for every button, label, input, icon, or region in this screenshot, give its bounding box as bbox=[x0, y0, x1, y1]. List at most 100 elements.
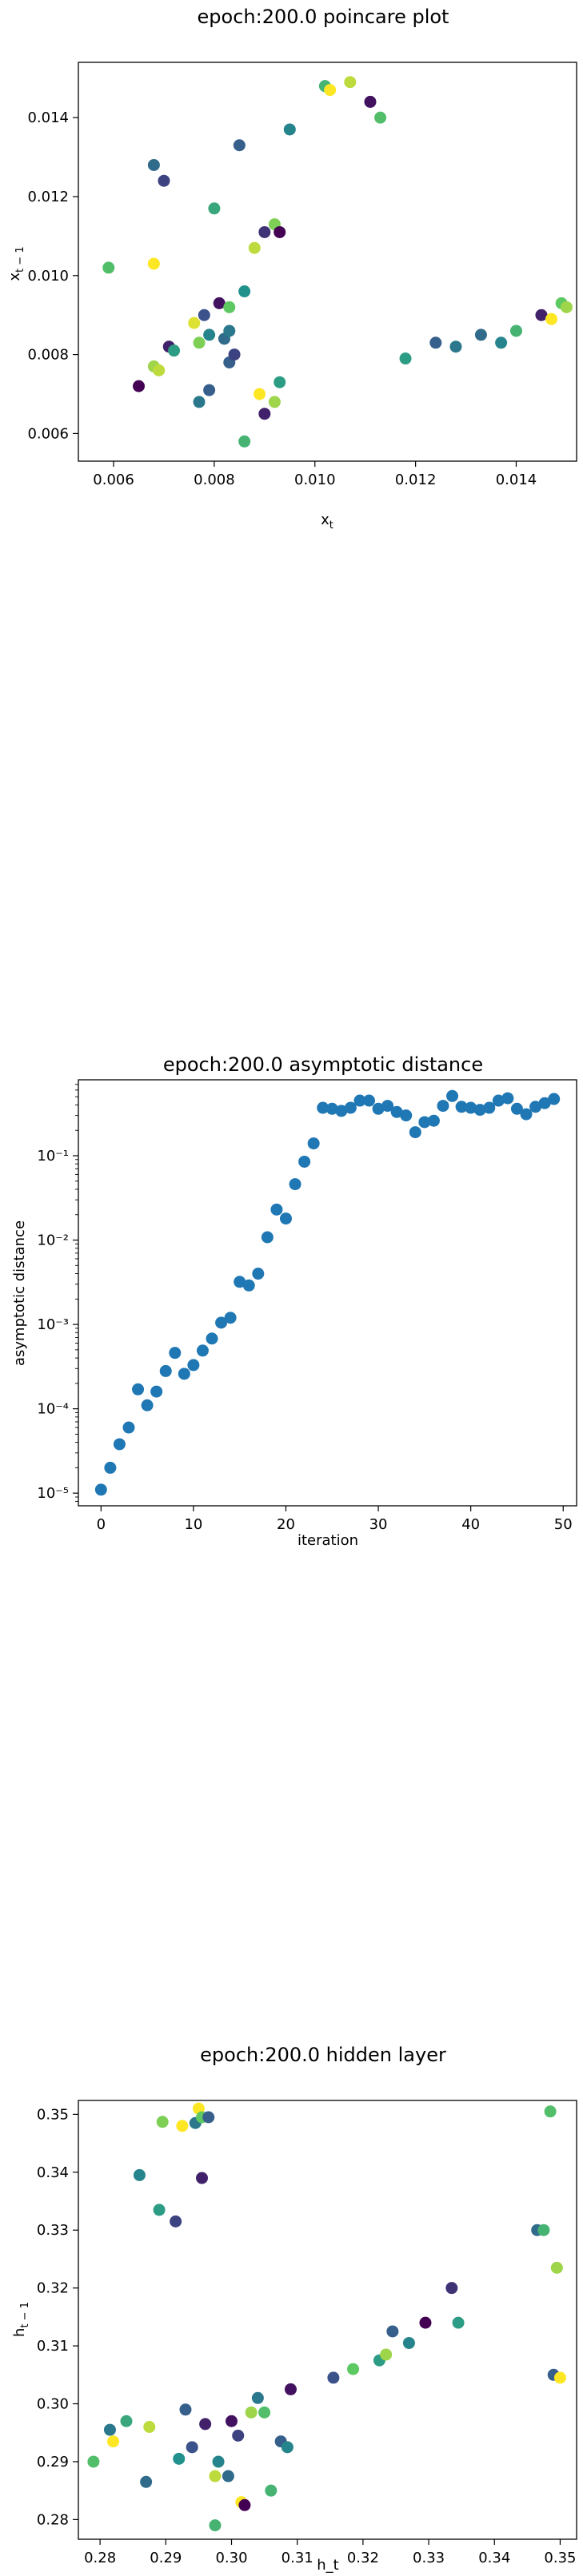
scatter-point bbox=[94, 1483, 107, 1496]
scatter-point bbox=[133, 380, 146, 392]
scatter-point bbox=[143, 2420, 156, 2433]
scatter-point bbox=[153, 2204, 166, 2216]
asymptotic-distance-ticks: 0 10 20 30 40 50 10⁻⁵ 10⁻⁴ 10⁻³ 10⁻² 10⁻¹ bbox=[37, 1084, 573, 1533]
poincare-plot-chart: epoch:200.0 poincare plot 0.006 0.008 0.01… bbox=[6, 6, 577, 532]
hidden-layer-frame bbox=[78, 2100, 577, 2540]
x-tick-label: 10 bbox=[184, 1516, 202, 1533]
scatter-point bbox=[289, 1178, 301, 1191]
scatter-point bbox=[325, 1102, 338, 1115]
scatter-point bbox=[437, 1100, 449, 1113]
y-tick-label: 10⁻² bbox=[37, 1232, 69, 1249]
scatter-point bbox=[258, 408, 271, 420]
scatter-point bbox=[206, 1332, 218, 1345]
y-tick-label: 10⁻³ bbox=[37, 1316, 69, 1333]
scatter-point bbox=[409, 1126, 421, 1139]
scatter-point bbox=[168, 344, 181, 357]
scatter-point bbox=[327, 2371, 340, 2384]
x-tick-label: 0.30 bbox=[215, 2550, 247, 2566]
scatter-point bbox=[213, 297, 226, 309]
asymptotic-distance-chart: epoch:200.0 asymptotic distance 0 10 20 30 4… bbox=[11, 1053, 577, 1549]
scatter-point bbox=[193, 396, 206, 408]
y-tick-label: 0.34 bbox=[37, 2164, 69, 2181]
scatter-point bbox=[380, 2348, 393, 2361]
x-tick-label: 0.28 bbox=[84, 2550, 116, 2566]
y-tick-label: 0.30 bbox=[37, 2396, 69, 2413]
scatter-point bbox=[208, 202, 221, 215]
x-tick-label: 0.006 bbox=[93, 472, 134, 488]
hidden-layer-ticks: 0.28 0.29 0.30 0.31 0.32 0.33 0.34 0.35 0.28 0.29… bbox=[37, 2106, 577, 2566]
scatter-point bbox=[344, 1101, 357, 1114]
hidden-layer-xlabel: h_t bbox=[317, 2557, 338, 2574]
x-tick-label: 0.35 bbox=[544, 2550, 576, 2566]
scatter-point bbox=[324, 84, 337, 97]
scatter-point bbox=[386, 2325, 399, 2338]
scatter-point bbox=[238, 435, 251, 448]
scatter-point bbox=[113, 1438, 126, 1451]
x-tick-label: 0.32 bbox=[347, 2550, 379, 2566]
scatter-point bbox=[446, 1089, 459, 1102]
y-tick-label: 0.28 bbox=[37, 2511, 69, 2528]
scatter-point bbox=[187, 1359, 200, 1372]
x-tick-label: 20 bbox=[277, 1516, 295, 1533]
scatter-point bbox=[212, 2455, 225, 2468]
scatter-point bbox=[199, 2418, 212, 2431]
scatter-point bbox=[245, 2406, 258, 2419]
scatter-point bbox=[535, 309, 548, 321]
x-tick-label: 0.008 bbox=[194, 472, 235, 488]
scatter-point bbox=[473, 1104, 486, 1117]
poincare-plot-frame bbox=[78, 62, 577, 462]
scatter-point bbox=[104, 1461, 117, 1474]
scatter-point bbox=[238, 285, 251, 298]
scatter-point bbox=[203, 384, 216, 396]
scatter-point bbox=[103, 2423, 116, 2436]
scatter-point bbox=[509, 324, 522, 337]
scatter-point bbox=[283, 123, 296, 136]
scatter-point bbox=[501, 1092, 514, 1105]
scatter-point bbox=[156, 2116, 169, 2128]
scatter-point bbox=[258, 2406, 271, 2419]
hidden-layer-title: epoch:200.0 hidden layer bbox=[200, 2044, 446, 2066]
scatter-point bbox=[203, 328, 216, 341]
hidden-layer-points bbox=[87, 2102, 566, 2532]
scatter-point bbox=[279, 1212, 292, 1225]
scatter-point bbox=[298, 1155, 311, 1168]
y-tick-label: 0.33 bbox=[37, 2222, 69, 2239]
scatter-point bbox=[141, 1399, 154, 1411]
scatter-point bbox=[418, 1116, 431, 1129]
scatter-point bbox=[159, 1364, 172, 1377]
poincare-plot-points bbox=[102, 76, 573, 448]
scatter-point bbox=[353, 1094, 366, 1107]
scatter-point bbox=[483, 1101, 496, 1114]
scatter-point bbox=[474, 328, 487, 341]
x-tick-label: 40 bbox=[461, 1516, 480, 1533]
poincare-plot-xlabel: xt bbox=[321, 512, 333, 532]
scatter-point bbox=[347, 2363, 360, 2375]
scatter-point bbox=[284, 2383, 297, 2395]
scatter-point bbox=[363, 1094, 376, 1107]
hidden-layer-chart: epoch:200.0 hidden layer 0.28 0.29 0.30 0.3… bbox=[11, 2044, 577, 2574]
scatter-point bbox=[419, 2316, 432, 2329]
scatter-point bbox=[209, 2470, 222, 2482]
scatter-point bbox=[223, 324, 236, 337]
scatter-point bbox=[202, 2111, 215, 2124]
scatter-point bbox=[427, 1114, 440, 1127]
y-tick-label: 0.29 bbox=[37, 2454, 69, 2470]
scatter-point bbox=[147, 158, 160, 171]
scatter-point bbox=[429, 336, 442, 349]
scatter-point bbox=[372, 1102, 385, 1115]
y-tick-label: 0.35 bbox=[37, 2106, 69, 2123]
x-tick-label: 0.29 bbox=[150, 2550, 182, 2566]
scatter-point bbox=[495, 336, 508, 349]
scatter-point bbox=[560, 301, 573, 313]
scatter-point bbox=[374, 111, 387, 124]
y-tick-label: 0.006 bbox=[27, 425, 69, 442]
scatter-point bbox=[87, 2455, 100, 2468]
scatter-point bbox=[251, 2391, 264, 2404]
x-tick-label: 30 bbox=[369, 1516, 388, 1533]
scatter-point bbox=[265, 2484, 278, 2497]
scatter-point bbox=[234, 1276, 246, 1288]
scatter-point bbox=[242, 1279, 255, 1292]
scatter-point bbox=[510, 1102, 523, 1115]
scatter-point bbox=[492, 1094, 505, 1107]
scatter-point bbox=[122, 1421, 135, 1434]
